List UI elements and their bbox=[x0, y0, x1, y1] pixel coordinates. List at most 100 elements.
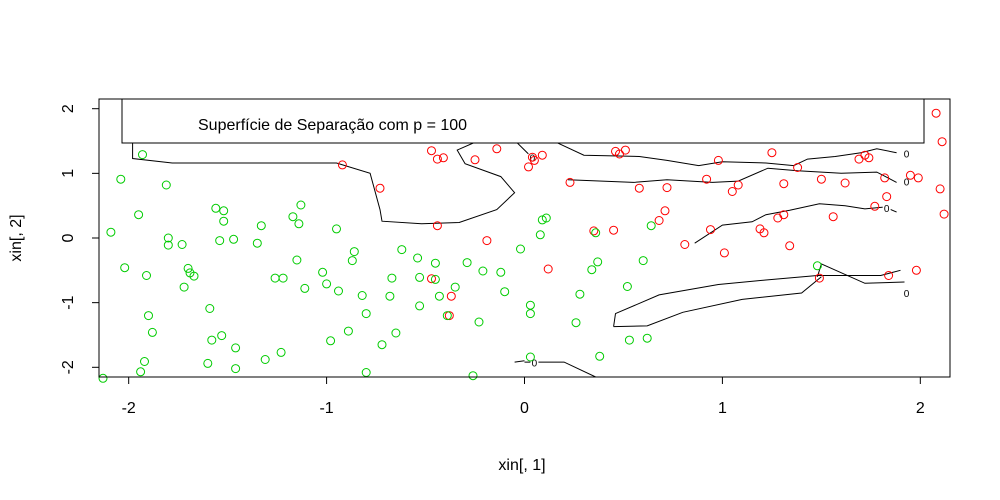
contour-line bbox=[613, 269, 901, 327]
point-red bbox=[733, 180, 743, 190]
point-red bbox=[634, 183, 644, 193]
contour-line bbox=[816, 263, 905, 284]
point-green bbox=[179, 282, 189, 292]
point-green bbox=[496, 267, 506, 277]
point-green bbox=[300, 283, 310, 293]
point-green bbox=[296, 200, 306, 210]
point-green bbox=[136, 367, 146, 377]
point-red bbox=[470, 155, 480, 165]
point-green bbox=[646, 221, 656, 231]
point-red bbox=[680, 240, 690, 249]
legend: Superfície de Separação com p = 100 bbox=[121, 98, 925, 144]
point-red bbox=[759, 228, 769, 238]
x-axis-label: xin[, 1] bbox=[498, 457, 545, 474]
point-green bbox=[474, 317, 484, 327]
point-green bbox=[147, 327, 157, 337]
point-red bbox=[609, 225, 619, 235]
point-red bbox=[427, 146, 436, 156]
point-red bbox=[537, 150, 547, 160]
point-green bbox=[415, 272, 425, 282]
x-tick-label: 1 bbox=[718, 400, 727, 417]
point-red bbox=[882, 192, 892, 202]
point-green bbox=[434, 291, 444, 301]
point-green bbox=[177, 240, 187, 249]
contour-label: 0 bbox=[532, 358, 538, 369]
point-green bbox=[334, 286, 343, 296]
point-green bbox=[468, 371, 478, 381]
point-green bbox=[361, 309, 371, 319]
point-green bbox=[106, 227, 116, 237]
x-tick-label: 0 bbox=[520, 400, 529, 417]
point-red bbox=[565, 177, 575, 187]
point-red bbox=[840, 178, 850, 188]
point-green bbox=[450, 282, 460, 292]
points-layer bbox=[98, 108, 949, 383]
point-green bbox=[256, 221, 266, 231]
axes-layer: -2 -1 0 1 2 -2 -1 0 1 2 bbox=[60, 104, 925, 417]
point-green bbox=[116, 174, 126, 184]
point-red bbox=[482, 236, 492, 246]
contour-label-background bbox=[882, 203, 891, 214]
point-red bbox=[779, 210, 789, 220]
legend-box bbox=[121, 98, 925, 144]
point-green bbox=[391, 328, 401, 338]
point-green bbox=[278, 273, 288, 283]
y-tick-label: 0 bbox=[60, 233, 77, 242]
point-green bbox=[361, 368, 371, 377]
point-green bbox=[138, 150, 147, 160]
point-red bbox=[939, 209, 949, 219]
point-red bbox=[767, 148, 777, 158]
point-red bbox=[589, 226, 599, 236]
contour-line bbox=[132, 141, 529, 225]
point-green bbox=[535, 230, 545, 240]
point-red bbox=[375, 183, 385, 193]
point-green bbox=[624, 335, 634, 345]
point-red bbox=[444, 311, 454, 321]
plot-frame bbox=[98, 98, 951, 378]
point-red bbox=[793, 163, 803, 172]
point-red bbox=[931, 108, 941, 118]
point-green bbox=[205, 304, 215, 313]
point-red bbox=[446, 291, 456, 301]
point-green bbox=[591, 228, 601, 238]
point-green bbox=[478, 266, 488, 276]
point-red bbox=[905, 170, 915, 180]
contour-label-background bbox=[902, 177, 911, 188]
contour-label: 0 bbox=[530, 154, 536, 165]
point-green bbox=[525, 309, 535, 319]
point-red bbox=[814, 273, 824, 283]
point-green bbox=[541, 213, 551, 223]
point-green bbox=[442, 311, 452, 321]
point-green bbox=[430, 274, 440, 284]
point-green bbox=[642, 333, 652, 343]
point-green bbox=[332, 224, 341, 234]
point-green bbox=[252, 238, 262, 248]
point-green bbox=[231, 343, 241, 353]
point-green bbox=[144, 311, 153, 321]
point-green bbox=[397, 245, 407, 255]
contour-label: 0 bbox=[904, 150, 910, 161]
point-red bbox=[527, 152, 537, 162]
point-green bbox=[288, 212, 298, 222]
point-red bbox=[773, 213, 783, 223]
point-red bbox=[864, 153, 874, 163]
contour-line bbox=[514, 360, 525, 363]
point-green bbox=[357, 291, 367, 300]
point-red bbox=[654, 216, 664, 225]
point-red bbox=[719, 248, 729, 258]
x-tick-label: 2 bbox=[916, 400, 925, 417]
point-green bbox=[349, 247, 359, 257]
point-green bbox=[387, 273, 397, 283]
point-red bbox=[785, 241, 795, 251]
contour-line bbox=[613, 276, 822, 328]
point-red bbox=[913, 173, 923, 183]
point-red bbox=[706, 225, 715, 235]
point-red bbox=[492, 144, 502, 154]
point-green bbox=[377, 340, 387, 350]
point-green bbox=[276, 347, 286, 357]
point-green bbox=[343, 326, 353, 336]
point-red bbox=[438, 153, 448, 163]
point-green bbox=[638, 256, 648, 266]
point-green bbox=[163, 233, 173, 243]
point-green bbox=[622, 282, 632, 291]
